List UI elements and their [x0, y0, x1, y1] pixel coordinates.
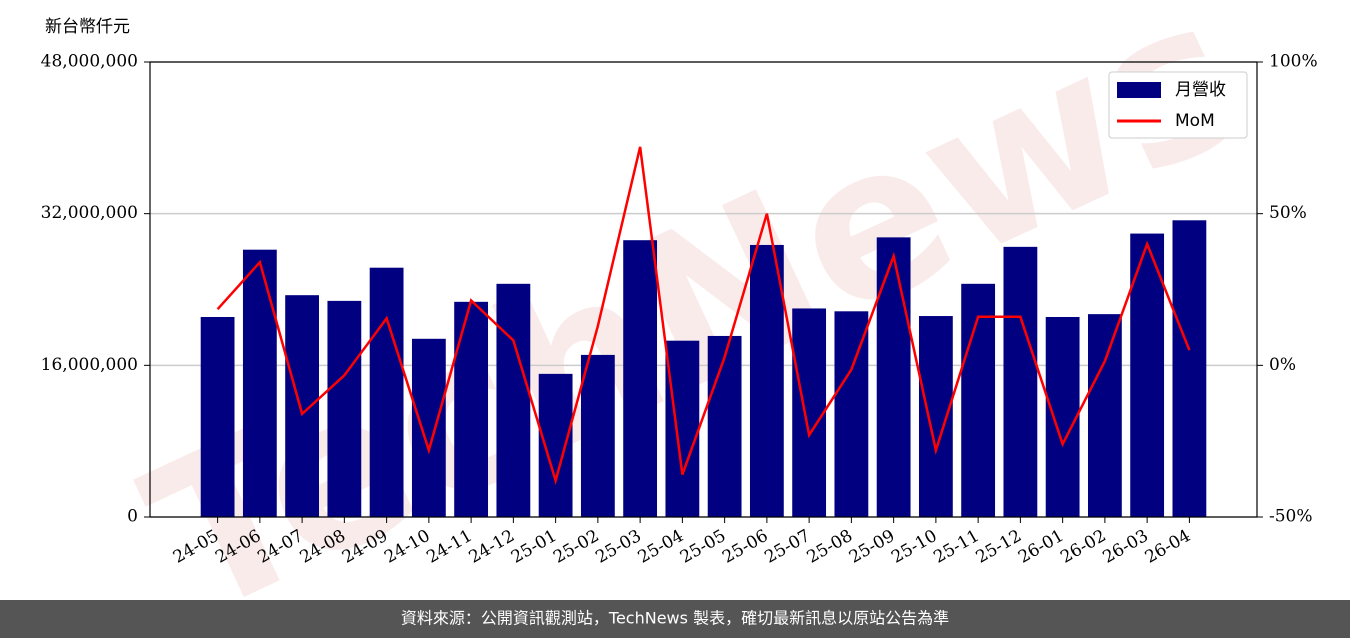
y-tick-label: 48,000,000	[41, 52, 138, 72]
bar	[834, 311, 869, 517]
x-tick-label: 25-04	[635, 526, 687, 568]
footer-bar	[0, 600, 1350, 638]
footer: 資料來源：公開資訊觀測站，TechNews 製表，確切最新訊息以原站公告為準	[401, 609, 949, 628]
y-tick-label: 0	[127, 507, 138, 527]
bar	[623, 240, 658, 518]
bar	[454, 301, 489, 517]
bar	[792, 308, 827, 517]
bar	[665, 340, 700, 517]
legend-swatch	[1117, 82, 1161, 98]
bar	[327, 300, 362, 517]
legend-label: MoM	[1175, 111, 1215, 131]
plot-frame	[149, 61, 1258, 518]
y2-tick-label: 50%	[1269, 203, 1307, 223]
bar	[876, 237, 911, 518]
x-tick-label: 26-03	[1099, 526, 1151, 568]
x-tick-label: 25-01	[508, 526, 560, 568]
x-tick-label: 25-05	[677, 526, 729, 568]
bar	[285, 295, 320, 517]
x-tick-label: 26-01	[1015, 526, 1067, 568]
x-tick-label: 25-03	[592, 526, 644, 568]
legend-label: 月營收	[1175, 80, 1226, 100]
bar	[242, 249, 277, 517]
bar	[496, 283, 531, 517]
bar	[411, 338, 446, 517]
bar	[1130, 233, 1165, 517]
bar	[580, 354, 615, 517]
x-tick-label: 25-09	[846, 526, 898, 568]
y-axis-label: 新台幣仟元	[45, 17, 130, 37]
mom-line	[216, 146, 1191, 486]
bar	[749, 244, 784, 517]
y-tick-label: 32,000,000	[41, 203, 138, 223]
bar	[961, 283, 996, 517]
x-tick-label: 25-10	[888, 526, 940, 568]
bar	[1087, 314, 1122, 517]
y2-tick-label: 100%	[1269, 52, 1318, 72]
bar	[200, 316, 235, 517]
bar	[1172, 220, 1207, 518]
x-tick-label: 25-08	[804, 526, 856, 568]
bar	[1045, 316, 1080, 517]
y2-tick-label: 0%	[1269, 355, 1296, 375]
y2-tick-label: -50%	[1269, 507, 1313, 527]
x-tick-label: 26-02	[1057, 526, 1109, 568]
x-tick-label: 26-04	[1142, 526, 1194, 568]
x-tick-label: 25-07	[761, 526, 813, 568]
x-tick-label: 25-02	[550, 526, 602, 568]
bar	[369, 267, 404, 517]
bar	[707, 335, 742, 517]
y-tick-label: 16,000,000	[41, 355, 138, 375]
bar	[1003, 246, 1038, 517]
x-tick-label: 25-06	[719, 526, 771, 568]
x-tick-label: 25-12	[973, 526, 1025, 568]
x-tick-label: 25-11	[930, 526, 982, 568]
